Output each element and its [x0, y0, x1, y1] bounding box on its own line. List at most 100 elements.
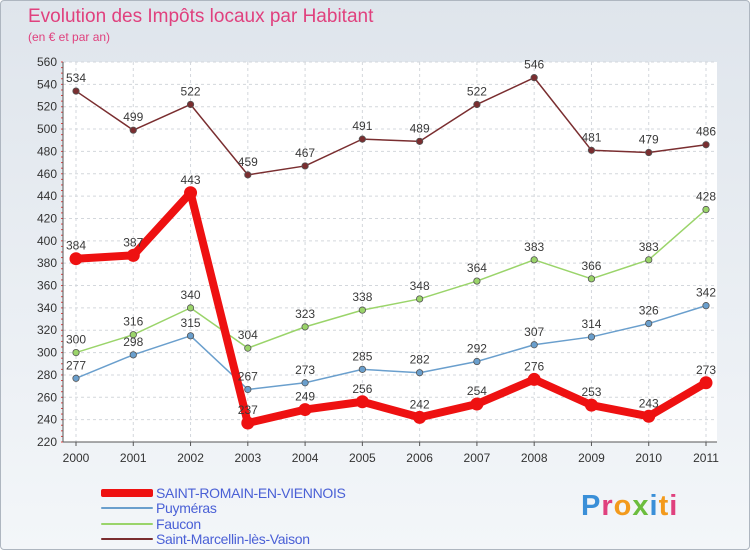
- data-label: 340: [181, 288, 201, 302]
- data-label: 254: [467, 384, 487, 398]
- data-point: [587, 146, 596, 154]
- data-label: 273: [696, 363, 716, 377]
- x-tick-label: 2004: [292, 451, 319, 465]
- data-label: 479: [639, 133, 659, 147]
- data-label: 307: [524, 325, 544, 339]
- x-tick-label: 2008: [521, 451, 548, 465]
- data-point: [413, 410, 427, 424]
- legend-label: Puyméras: [156, 500, 217, 516]
- x-tick-label: 2005: [349, 451, 376, 465]
- y-tick-label: 360: [37, 279, 57, 293]
- data-point: [244, 171, 252, 179]
- y-tick-label: 300: [37, 346, 57, 360]
- legend-swatch: [101, 489, 153, 497]
- data-label: 285: [352, 349, 372, 363]
- data-point: [584, 398, 598, 412]
- data-point: [642, 409, 656, 423]
- data-point: [358, 135, 366, 143]
- y-tick-label: 340: [37, 301, 57, 315]
- legend-item-faucon: Faucon: [101, 516, 201, 532]
- y-tick-label: 500: [37, 122, 57, 136]
- data-point: [473, 100, 481, 109]
- data-point: [72, 348, 80, 357]
- x-tick-label: 2007: [464, 451, 491, 465]
- x-tick-label: 2003: [234, 451, 261, 465]
- legend-label: SAINT-ROMAIN-EN-VIENNOIS: [156, 485, 346, 501]
- data-point: [72, 374, 80, 382]
- data-point: [298, 403, 312, 417]
- logo-letter: i: [649, 490, 659, 522]
- x-tick-label: 2002: [177, 451, 204, 465]
- data-label: 298: [123, 335, 143, 349]
- series-line: [75, 208, 707, 354]
- data-label: 277: [66, 358, 86, 372]
- data-point: [186, 304, 195, 312]
- data-point: [530, 341, 538, 349]
- data-point: [358, 365, 366, 373]
- y-tick-label: 460: [37, 167, 57, 181]
- y-tick-label: 400: [37, 234, 57, 248]
- data-label: 342: [696, 286, 716, 300]
- data-label: 383: [524, 240, 544, 254]
- y-tick-label: 260: [37, 390, 57, 404]
- legend-label: Faucon: [156, 516, 201, 532]
- series-line: [72, 188, 710, 427]
- data-point: [186, 332, 195, 340]
- data-point: [645, 319, 653, 328]
- data-point: [702, 141, 710, 149]
- data-label: 467: [295, 146, 315, 160]
- data-point: [702, 205, 710, 214]
- legend-swatch: [101, 507, 153, 509]
- data-label: 326: [639, 304, 659, 318]
- data-point: [126, 248, 140, 262]
- data-label: 249: [295, 390, 315, 404]
- data-point: [301, 379, 309, 387]
- data-point: [587, 333, 596, 341]
- data-label: 364: [467, 261, 487, 275]
- data-label: 481: [581, 130, 601, 144]
- data-label: 387: [123, 235, 143, 249]
- series-line: [75, 76, 707, 176]
- data-point: [473, 277, 481, 285]
- data-label: 267: [238, 369, 258, 383]
- data-point: [358, 306, 366, 314]
- data-point: [241, 416, 255, 430]
- data-label: 546: [524, 58, 544, 72]
- data-point: [301, 323, 309, 331]
- data-point: [184, 186, 198, 200]
- data-label: 314: [581, 317, 601, 331]
- data-point: [699, 376, 713, 390]
- data-label: 276: [524, 359, 544, 373]
- data-label: 366: [581, 259, 601, 273]
- chart-title: Evolution des Impôts locaux par Habitant: [28, 6, 374, 27]
- x-tick-label: 2010: [635, 451, 662, 465]
- data-label: 443: [181, 173, 201, 187]
- data-point: [244, 344, 252, 352]
- y-tick-label: 440: [37, 189, 57, 203]
- data-point: [244, 385, 252, 394]
- x-tick-label: 2011: [693, 451, 719, 465]
- y-tick-label: 480: [37, 144, 57, 158]
- y-tick-label: 220: [37, 435, 57, 449]
- logo-letter: r: [601, 490, 614, 522]
- data-point: [355, 395, 369, 409]
- logo-letter: P: [581, 490, 602, 522]
- data-point: [645, 256, 653, 264]
- y-tick-label: 420: [37, 211, 57, 225]
- legend-label: Saint-Marcellin-lès-Vaison: [156, 531, 310, 547]
- data-label: 292: [467, 342, 487, 356]
- data-label: 522: [181, 84, 201, 98]
- proxiti-logo: Proxiti: [581, 490, 678, 523]
- y-tick-label: 240: [37, 413, 57, 427]
- y-tick-label: 380: [37, 256, 57, 270]
- data-label: 534: [66, 71, 86, 85]
- data-point: [72, 87, 80, 95]
- y-tick-label: 560: [37, 55, 57, 69]
- data-point: [129, 351, 137, 359]
- logo-letter: i: [669, 490, 679, 522]
- logo-letter: o: [613, 490, 633, 522]
- data-label: 384: [66, 239, 86, 253]
- logo-letter: t: [658, 490, 670, 522]
